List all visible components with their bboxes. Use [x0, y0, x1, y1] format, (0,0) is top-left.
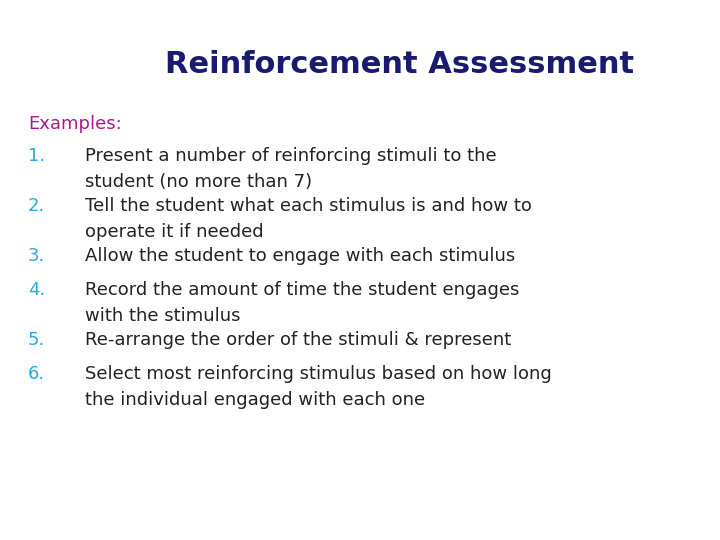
Text: Reinforcement Assessment: Reinforcement Assessment: [166, 50, 634, 79]
Text: Select most reinforcing stimulus based on how long: Select most reinforcing stimulus based o…: [85, 365, 552, 383]
Text: 3.: 3.: [28, 247, 45, 265]
Text: Present a number of reinforcing stimuli to the: Present a number of reinforcing stimuli …: [85, 147, 497, 165]
Text: Tell the student what each stimulus is and how to: Tell the student what each stimulus is a…: [85, 197, 532, 215]
Text: the individual engaged with each one: the individual engaged with each one: [85, 391, 425, 409]
Text: 1.: 1.: [28, 147, 45, 165]
Text: Re-arrange the order of the stimuli & represent: Re-arrange the order of the stimuli & re…: [85, 331, 511, 349]
Text: with the stimulus: with the stimulus: [85, 307, 240, 325]
Text: student (no more than 7): student (no more than 7): [85, 173, 312, 191]
Text: 6.: 6.: [28, 365, 45, 383]
Text: 4.: 4.: [28, 281, 45, 299]
Text: 5.: 5.: [28, 331, 45, 349]
Text: 2.: 2.: [28, 197, 45, 215]
Text: Examples:: Examples:: [28, 115, 122, 133]
Text: operate it if needed: operate it if needed: [85, 223, 264, 241]
Text: Record the amount of time the student engages: Record the amount of time the student en…: [85, 281, 519, 299]
Text: Allow the student to engage with each stimulus: Allow the student to engage with each st…: [85, 247, 516, 265]
